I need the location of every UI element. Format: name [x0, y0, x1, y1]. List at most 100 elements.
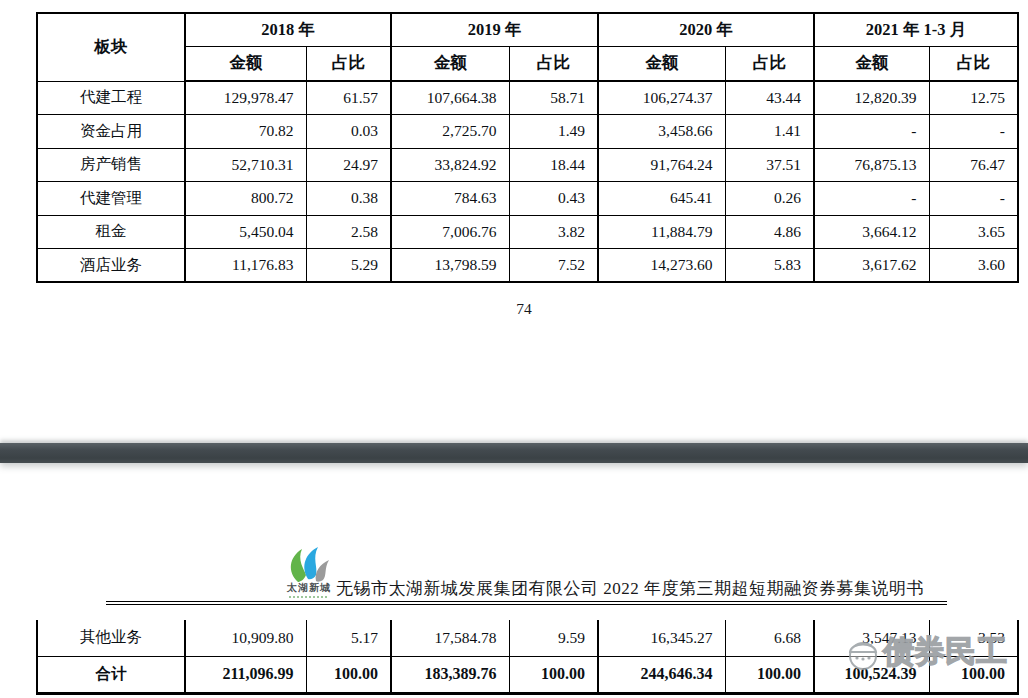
- year-group-2019: 2019 年: [391, 13, 598, 46]
- cell-amount: 70.82: [185, 115, 306, 149]
- logo-text: 太湖新城: [283, 581, 335, 595]
- cell-ratio: 3.60: [929, 249, 1018, 283]
- cell-amount: 211,096.99: [185, 656, 306, 693]
- cell-ratio: -: [929, 115, 1018, 149]
- cell-ratio: 9.59: [509, 620, 598, 656]
- table-row: 房产销售 52,710.31 24.97 33,824.92 18.44 91,…: [37, 148, 1018, 182]
- cell-ratio: -: [929, 182, 1018, 216]
- row-label: 代建管理: [37, 182, 185, 216]
- cell-amount: 11,884.79: [598, 215, 725, 249]
- row-label: 代建工程: [37, 81, 185, 115]
- cell-amount: 3,617.62: [814, 249, 929, 283]
- subheader-amount: 金额: [391, 46, 509, 81]
- page-separator: [0, 443, 1028, 463]
- cell-amount: 17,584.78: [391, 620, 509, 656]
- row-label: 酒店业务: [37, 249, 185, 283]
- cell-ratio: 100.00: [306, 656, 391, 693]
- cell-amount: -: [814, 182, 929, 216]
- subheader-amount: 金额: [814, 46, 929, 81]
- cell-amount: 129,978.47: [185, 81, 306, 115]
- year-group-2020: 2020 年: [598, 13, 814, 46]
- logo-subline: [289, 596, 329, 598]
- cell-ratio: 3.53: [929, 620, 1018, 656]
- table-row: 代建工程 129,978.47 61.57 107,664.38 58.71 1…: [37, 81, 1018, 115]
- table-row: 代建管理 800.72 0.38 784.63 0.43 645.41 0.26…: [37, 182, 1018, 216]
- table-row: 其他业务 10,909.80 5.17 17,584.78 9.59 16,34…: [37, 620, 1018, 656]
- cell-amount: 3,458.66: [598, 115, 725, 149]
- cell-ratio: 1.49: [509, 115, 598, 149]
- cell-ratio: 37.51: [725, 148, 814, 182]
- cell-amount: 12,820.39: [814, 81, 929, 115]
- page-number: 74: [479, 300, 569, 318]
- cell-ratio: 24.97: [306, 148, 391, 182]
- cell-amount: 5,450.04: [185, 215, 306, 249]
- cell-ratio: 58.71: [509, 81, 598, 115]
- cell-ratio: 2.58: [306, 215, 391, 249]
- document-header: 无锡市太湖新城发展集团有限公司 2022 年度第三期超短期融资券募集说明书: [336, 577, 976, 600]
- cell-amount: 33,824.92: [391, 148, 509, 182]
- cell-amount: 91,764.24: [598, 148, 725, 182]
- cell-amount: 16,345.27: [598, 620, 725, 656]
- year-group-2021q1: 2021 年 1-3 月: [814, 13, 1018, 46]
- cell-amount: 14,273.60: [598, 249, 725, 283]
- subheader-amount: 金额: [598, 46, 725, 81]
- cell-amount: 10,909.80: [185, 620, 306, 656]
- revenue-table-continued: 其他业务 10,909.80 5.17 17,584.78 9.59 16,34…: [36, 620, 1019, 695]
- subheader-ratio: 占比: [509, 46, 598, 81]
- cell-amount: 106,274.37: [598, 81, 725, 115]
- table-row-total: 合计 211,096.99 100.00 183,389.76 100.00 2…: [37, 656, 1018, 693]
- cell-ratio: 0.38: [306, 182, 391, 216]
- subheader-ratio: 占比: [725, 46, 814, 81]
- cell-amount: 183,389.76: [391, 656, 509, 693]
- cell-amount: 2,725.70: [391, 115, 509, 149]
- cell-ratio: 3.82: [509, 215, 598, 249]
- cell-ratio: 18.44: [509, 148, 598, 182]
- cell-amount: 100,524.39: [814, 656, 929, 693]
- logo-swoosh-icon: [285, 547, 333, 583]
- cell-amount: 645.41: [598, 182, 725, 216]
- cell-ratio: 5.17: [306, 620, 391, 656]
- cell-ratio: 100.00: [929, 656, 1018, 693]
- row-label: 其他业务: [37, 620, 185, 656]
- table-row: 租金 5,450.04 2.58 7,006.76 3.82 11,884.79…: [37, 215, 1018, 249]
- cell-ratio: 7.52: [509, 249, 598, 283]
- cell-ratio: 12.75: [929, 81, 1018, 115]
- cell-amount: 52,710.31: [185, 148, 306, 182]
- cell-amount: 11,176.83: [185, 249, 306, 283]
- document-viewer: 板块 2018 年 2019 年 2020 年 2021 年 1-3 月 金额 …: [0, 0, 1028, 698]
- cell-ratio: 100.00: [725, 656, 814, 693]
- cell-ratio: 43.44: [725, 81, 814, 115]
- cell-ratio: 3.65: [929, 215, 1018, 249]
- cell-ratio: 6.68: [725, 620, 814, 656]
- cell-ratio: 0.26: [725, 182, 814, 216]
- cell-amount: 76,875.13: [814, 148, 929, 182]
- cell-ratio: 5.29: [306, 249, 391, 283]
- row-label: 房产销售: [37, 148, 185, 182]
- subheader-ratio: 占比: [306, 46, 391, 81]
- cell-ratio: 1.41: [725, 115, 814, 149]
- table-row: 酒店业务 11,176.83 5.29 13,798.59 7.52 14,27…: [37, 249, 1018, 283]
- column-header-sector: 板块: [37, 13, 185, 81]
- company-logo: 太湖新城: [283, 547, 335, 599]
- cell-ratio: 76.47: [929, 148, 1018, 182]
- subheader-ratio: 占比: [929, 46, 1018, 81]
- cell-ratio: 0.43: [509, 182, 598, 216]
- subheader-amount: 金额: [185, 46, 306, 81]
- year-group-2018: 2018 年: [185, 13, 391, 46]
- cell-amount: 3,547.13: [814, 620, 929, 656]
- cell-amount: 3,664.12: [814, 215, 929, 249]
- row-label: 资金占用: [37, 115, 185, 149]
- cell-amount: 7,006.76: [391, 215, 509, 249]
- revenue-breakdown-table: 板块 2018 年 2019 年 2020 年 2021 年 1-3 月 金额 …: [36, 12, 1019, 283]
- cell-amount: 13,798.59: [391, 249, 509, 283]
- row-label: 租金: [37, 215, 185, 249]
- cell-ratio: 61.57: [306, 81, 391, 115]
- cell-amount: -: [814, 115, 929, 149]
- header-double-rule: [106, 601, 947, 605]
- cell-ratio: 4.86: [725, 215, 814, 249]
- cell-amount: 107,664.38: [391, 81, 509, 115]
- cell-amount: 244,646.34: [598, 656, 725, 693]
- cell-ratio: 5.83: [725, 249, 814, 283]
- cell-ratio: 100.00: [509, 656, 598, 693]
- cell-amount: 800.72: [185, 182, 306, 216]
